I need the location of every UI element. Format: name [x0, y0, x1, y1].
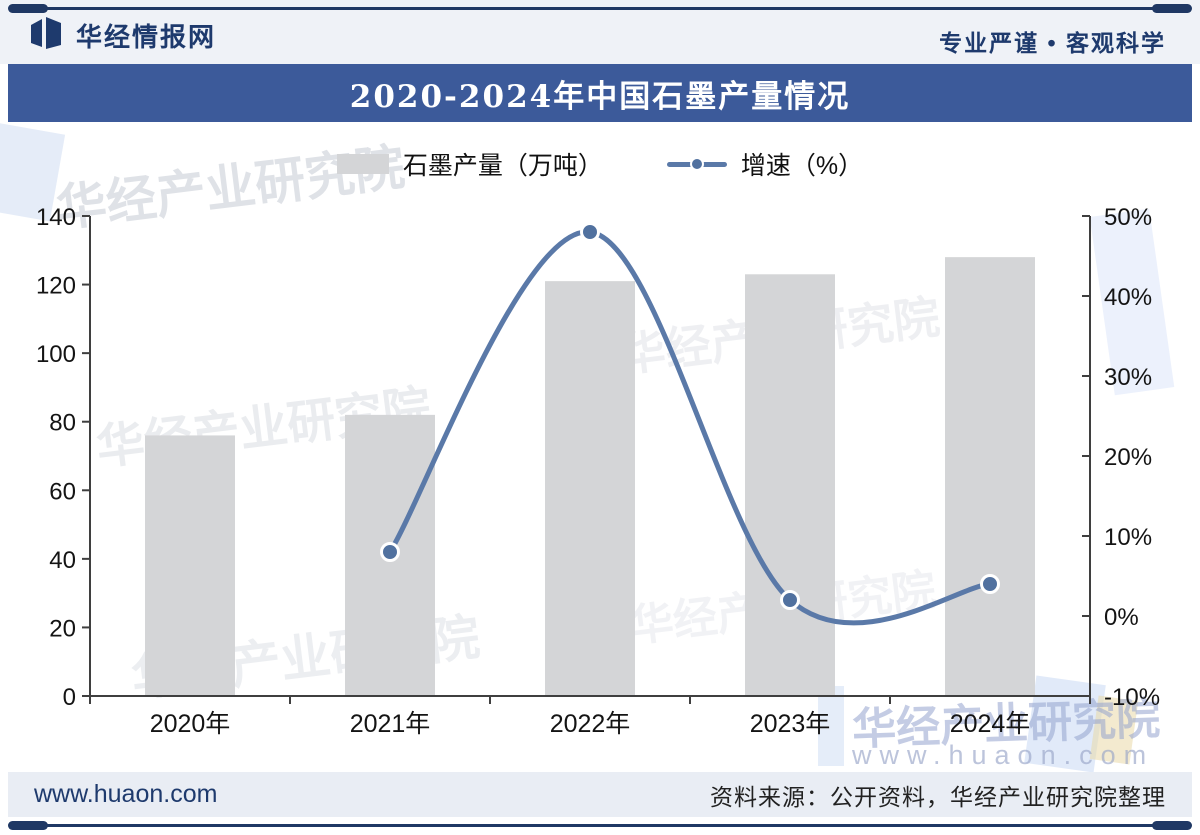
left-axis-label: 140: [36, 204, 76, 231]
right-axis-label: 0%: [1104, 604, 1139, 631]
page-title: 2020-2024年中国石墨产量情况: [349, 78, 851, 115]
footer-bar: www.huaon.com 资料来源：公开资料，华经产业研究院整理: [8, 772, 1192, 817]
growth-point: [580, 222, 600, 242]
top-rule: [10, 7, 1190, 10]
brand-name: 华经情报网: [76, 22, 217, 52]
left-axis-label: 80: [49, 410, 76, 437]
right-axis-label: 30%: [1104, 364, 1152, 391]
right-axis-label: -10%: [1104, 684, 1160, 711]
left-axis-label: 100: [36, 341, 76, 368]
x-axis-label: 2021年: [350, 710, 431, 738]
bar-2022年: [545, 281, 635, 696]
top-rule-cap-right: [1152, 4, 1192, 13]
growth-point: [380, 542, 400, 562]
bar-swatch-icon: [336, 154, 389, 174]
right-axis-label: 50%: [1104, 204, 1152, 231]
left-axis-label: 120: [36, 273, 76, 300]
growth-line: [387, 229, 993, 626]
left-axis-label: 40: [49, 547, 76, 574]
bar-2024年: [945, 257, 1035, 696]
legend-item-growth: 增速（%）: [666, 146, 864, 182]
bar-2020年: [145, 435, 235, 696]
left-axis-label: 0: [63, 684, 76, 711]
brand: 华经情报网: [28, 16, 216, 55]
right-axis-label: 40%: [1104, 284, 1152, 311]
x-axis-label: 2023年: [750, 710, 831, 738]
line-swatch-icon: [666, 154, 727, 174]
header-strip: [0, 0, 1200, 64]
growth-point: [780, 590, 800, 610]
legend-label: 增速（%）: [740, 152, 864, 180]
growth-point: [980, 574, 1000, 594]
bottom-rule: [10, 824, 1190, 827]
bottom-rule-cap-left: [8, 821, 48, 830]
x-axis-label: 2022年: [550, 710, 631, 738]
brand-logo-icon: [28, 16, 64, 55]
watermark-corner-url: www.huaon.com: [852, 740, 1155, 770]
bottom-rule-cap-right: [1152, 821, 1192, 830]
header-tagline: 专业严谨 • 客观科学: [939, 30, 1166, 56]
right-axis-label: 10%: [1104, 524, 1152, 551]
x-axis-label: 2024年: [950, 710, 1031, 738]
chart-legend: 石墨产量（万吨） 增速（%）: [0, 142, 1200, 186]
right-axis-label: 20%: [1104, 444, 1152, 471]
left-axis-label: 20: [49, 615, 76, 642]
top-rule-cap-left: [8, 4, 48, 13]
legend-label: 石墨产量（万吨）: [402, 152, 603, 180]
footer-site-url: www.huaon.com: [34, 780, 218, 808]
legend-item-production: 石墨产量（万吨）: [336, 146, 603, 182]
footer-source-note: 资料来源：公开资料，华经产业研究院整理: [710, 783, 1166, 810]
bar-2023年: [745, 274, 835, 696]
left-axis-label: 60: [49, 478, 76, 505]
title-bar: 2020-2024年中国石墨产量情况: [8, 64, 1192, 122]
x-axis-label: 2020年: [150, 710, 231, 738]
